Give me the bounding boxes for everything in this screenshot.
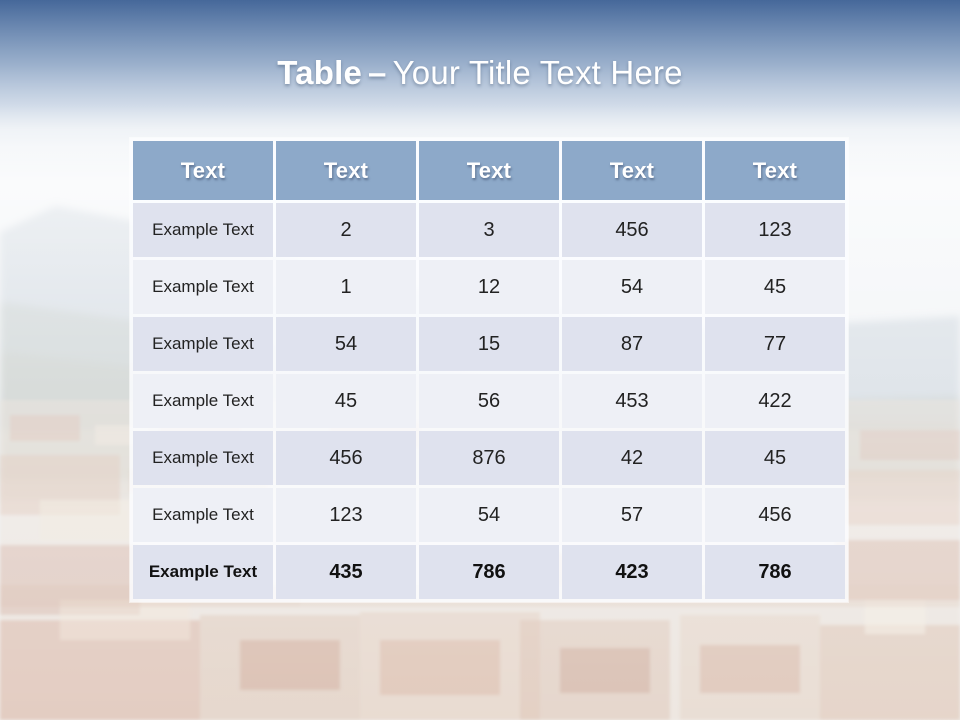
value-cell: 2 xyxy=(276,203,416,257)
table-header-cell: Text xyxy=(276,141,416,200)
table-header-cell: Text xyxy=(705,141,845,200)
title-text: Your Title Text Here xyxy=(392,54,683,91)
row-label-cell: Example Text xyxy=(133,488,273,542)
value-cell: 876 xyxy=(419,431,559,485)
table-header-cell: Text xyxy=(133,141,273,200)
value-cell: 56 xyxy=(419,374,559,428)
table-row: Example Text 1 12 54 45 xyxy=(133,260,845,314)
value-cell: 54 xyxy=(419,488,559,542)
value-cell: 45 xyxy=(705,260,845,314)
title-separator: – xyxy=(368,54,387,91)
value-cell: 786 xyxy=(705,545,845,599)
row-label-cell: Example Text xyxy=(133,317,273,371)
table-row-total: Example Text 435 786 423 786 xyxy=(133,545,845,599)
table-row: Example Text 54 15 87 77 xyxy=(133,317,845,371)
value-cell: 1 xyxy=(276,260,416,314)
value-cell: 45 xyxy=(276,374,416,428)
value-cell: 435 xyxy=(276,545,416,599)
table-header-cell: Text xyxy=(562,141,702,200)
table-row: Example Text 2 3 456 123 xyxy=(133,203,845,257)
value-cell: 123 xyxy=(705,203,845,257)
value-cell: 453 xyxy=(562,374,702,428)
value-cell: 422 xyxy=(705,374,845,428)
value-cell: 456 xyxy=(276,431,416,485)
row-label-cell: Example Text xyxy=(133,374,273,428)
value-cell: 786 xyxy=(419,545,559,599)
row-label-cell: Example Text xyxy=(133,431,273,485)
value-cell: 77 xyxy=(705,317,845,371)
table-row: Example Text 123 54 57 456 xyxy=(133,488,845,542)
row-label-cell: Example Text xyxy=(133,260,273,314)
table-row: Example Text 45 56 453 422 xyxy=(133,374,845,428)
value-cell: 423 xyxy=(562,545,702,599)
slide-title: Table – Your Title Text Here xyxy=(0,50,960,96)
data-table: Text Text Text Text Text Example Text 2 … xyxy=(130,138,848,602)
value-cell: 54 xyxy=(562,260,702,314)
table-row: Example Text 456 876 42 45 xyxy=(133,431,845,485)
value-cell: 123 xyxy=(276,488,416,542)
value-cell: 3 xyxy=(419,203,559,257)
value-cell: 42 xyxy=(562,431,702,485)
value-cell: 456 xyxy=(705,488,845,542)
value-cell: 87 xyxy=(562,317,702,371)
value-cell: 45 xyxy=(705,431,845,485)
value-cell: 456 xyxy=(562,203,702,257)
value-cell: 57 xyxy=(562,488,702,542)
row-label-cell: Example Text xyxy=(133,203,273,257)
value-cell: 15 xyxy=(419,317,559,371)
table-header-row: Text Text Text Text Text xyxy=(133,141,845,200)
value-cell: 12 xyxy=(419,260,559,314)
value-cell: 54 xyxy=(276,317,416,371)
row-label-cell: Example Text xyxy=(133,545,273,599)
table-header-cell: Text xyxy=(419,141,559,200)
title-keyword: Table xyxy=(277,54,363,91)
